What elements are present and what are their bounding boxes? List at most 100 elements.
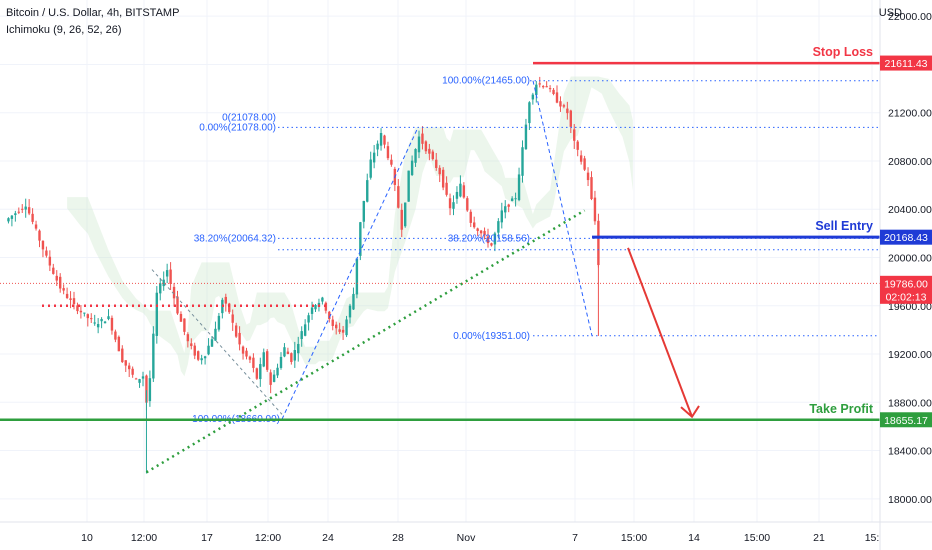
candle-body bbox=[524, 124, 528, 150]
candle-body bbox=[562, 105, 566, 107]
stop-loss-price-tag bbox=[880, 55, 932, 71]
time-tick-label: 21 bbox=[813, 532, 825, 544]
candle-body bbox=[569, 110, 572, 127]
kumo-cloud-area bbox=[67, 76, 633, 377]
fib-label-left-382: 38.20%(20064.32) bbox=[194, 233, 276, 244]
candle-body bbox=[176, 296, 179, 314]
candle-body bbox=[100, 319, 103, 322]
time-tick-label: 28 bbox=[392, 532, 404, 544]
chart-title: Bitcoin / U.S. Dollar, 4h, BITSTAMP bbox=[6, 7, 180, 19]
candle-body bbox=[207, 345, 210, 355]
candle-body bbox=[400, 209, 403, 230]
candle-body bbox=[276, 367, 279, 376]
candle-body bbox=[107, 316, 110, 320]
candle-body bbox=[259, 364, 262, 380]
candle-body bbox=[24, 206, 27, 210]
candle-body bbox=[445, 182, 448, 195]
candle-body bbox=[483, 230, 486, 236]
candle-body bbox=[441, 169, 445, 188]
candle-body bbox=[59, 276, 62, 289]
candle-body bbox=[341, 329, 345, 333]
candle-body bbox=[414, 149, 417, 163]
price-tick-label: 18400.00 bbox=[888, 446, 932, 458]
support-trendline[interactable] bbox=[145, 209, 586, 474]
candle-body bbox=[245, 350, 248, 357]
candle-body bbox=[559, 101, 562, 107]
indicator-label[interactable]: Ichimoku (9, 26, 52, 26) bbox=[6, 24, 122, 36]
candle-body bbox=[448, 198, 452, 209]
candle-body bbox=[397, 186, 400, 208]
candle-body bbox=[159, 283, 162, 294]
candle-body bbox=[162, 279, 165, 287]
time-tick-label: Nov bbox=[457, 532, 476, 544]
candle-body bbox=[117, 336, 121, 352]
candle-body bbox=[390, 159, 393, 165]
candle-body bbox=[83, 312, 86, 314]
bar-countdown-text: 02:02:13 bbox=[886, 291, 927, 303]
candle-body bbox=[138, 379, 141, 383]
candle-body bbox=[586, 172, 590, 181]
candle-body bbox=[169, 269, 172, 284]
candle-body bbox=[469, 211, 472, 223]
candle-body bbox=[65, 293, 69, 298]
candle-body bbox=[203, 356, 207, 359]
candle-body bbox=[531, 94, 535, 100]
grid-lines bbox=[0, 0, 880, 522]
sell-entry-price-tag bbox=[880, 229, 932, 245]
time-axis[interactable]: 10 12:00 17 12:00 24 28 Nov 7 15:00 14 15:00 21 15: bbox=[0, 521, 932, 544]
candle-body bbox=[479, 230, 483, 234]
price-tick-label: 20800.00 bbox=[888, 156, 932, 168]
fib-label-left-0b: 0.00%(21078.00) bbox=[199, 122, 276, 133]
candle-body bbox=[328, 311, 331, 320]
candle-body bbox=[528, 102, 531, 124]
candle-body bbox=[283, 347, 286, 357]
fib-label-right-0: 0.00%(19351.00) bbox=[453, 331, 530, 342]
price-tick-label: 20400.00 bbox=[888, 204, 932, 216]
candle-body bbox=[372, 152, 376, 163]
candle-body bbox=[376, 143, 379, 150]
fib-label-right-382: 38.20%(20158.56) bbox=[448, 233, 530, 244]
candle-body bbox=[79, 310, 83, 313]
candle-body bbox=[14, 213, 17, 216]
candle-body bbox=[69, 298, 72, 300]
time-tick-label: 7 bbox=[572, 532, 578, 544]
candle-body bbox=[293, 349, 296, 361]
candle-body bbox=[476, 228, 479, 231]
candle-body bbox=[493, 233, 497, 245]
candle-body bbox=[110, 317, 114, 331]
pattern-diagonal bbox=[151, 269, 283, 415]
projection-arrow bbox=[627, 247, 693, 418]
candle-body bbox=[183, 318, 186, 332]
candle-body bbox=[459, 183, 462, 197]
candle-body bbox=[228, 303, 231, 313]
candle-body bbox=[355, 258, 359, 295]
candle-body bbox=[45, 250, 48, 256]
candle-body bbox=[152, 333, 155, 379]
candle-body bbox=[555, 92, 559, 103]
candle-body bbox=[500, 210, 503, 223]
fib-diagonal-left bbox=[281, 127, 419, 420]
candle-body bbox=[286, 351, 290, 355]
candle-body bbox=[545, 86, 548, 88]
candle-body bbox=[455, 191, 459, 199]
time-tick-label: 17 bbox=[201, 532, 213, 544]
candle-body bbox=[255, 368, 259, 379]
candle-body bbox=[497, 221, 500, 233]
candle-body bbox=[31, 213, 34, 222]
candle-body bbox=[86, 314, 89, 319]
take-profit-label: Take Profit bbox=[809, 402, 874, 416]
price-axis[interactable]: 18000.0018400.0018800.0019200.0019600.00… bbox=[879, 0, 932, 550]
candle-body bbox=[290, 353, 293, 362]
fib-label-top-100: 100.00%(21465.00) bbox=[442, 76, 530, 87]
candle-body bbox=[514, 198, 517, 200]
projection-arrowhead bbox=[680, 405, 700, 419]
time-tick-label: 15:00 bbox=[621, 532, 647, 544]
candle-body bbox=[200, 358, 203, 361]
candle-body bbox=[145, 375, 148, 403]
fib-diagonal-right bbox=[532, 80, 593, 336]
time-tick-label: 12:00 bbox=[131, 532, 157, 544]
candle-body bbox=[314, 304, 317, 310]
candle-body bbox=[386, 146, 390, 159]
candle-body bbox=[542, 86, 545, 88]
